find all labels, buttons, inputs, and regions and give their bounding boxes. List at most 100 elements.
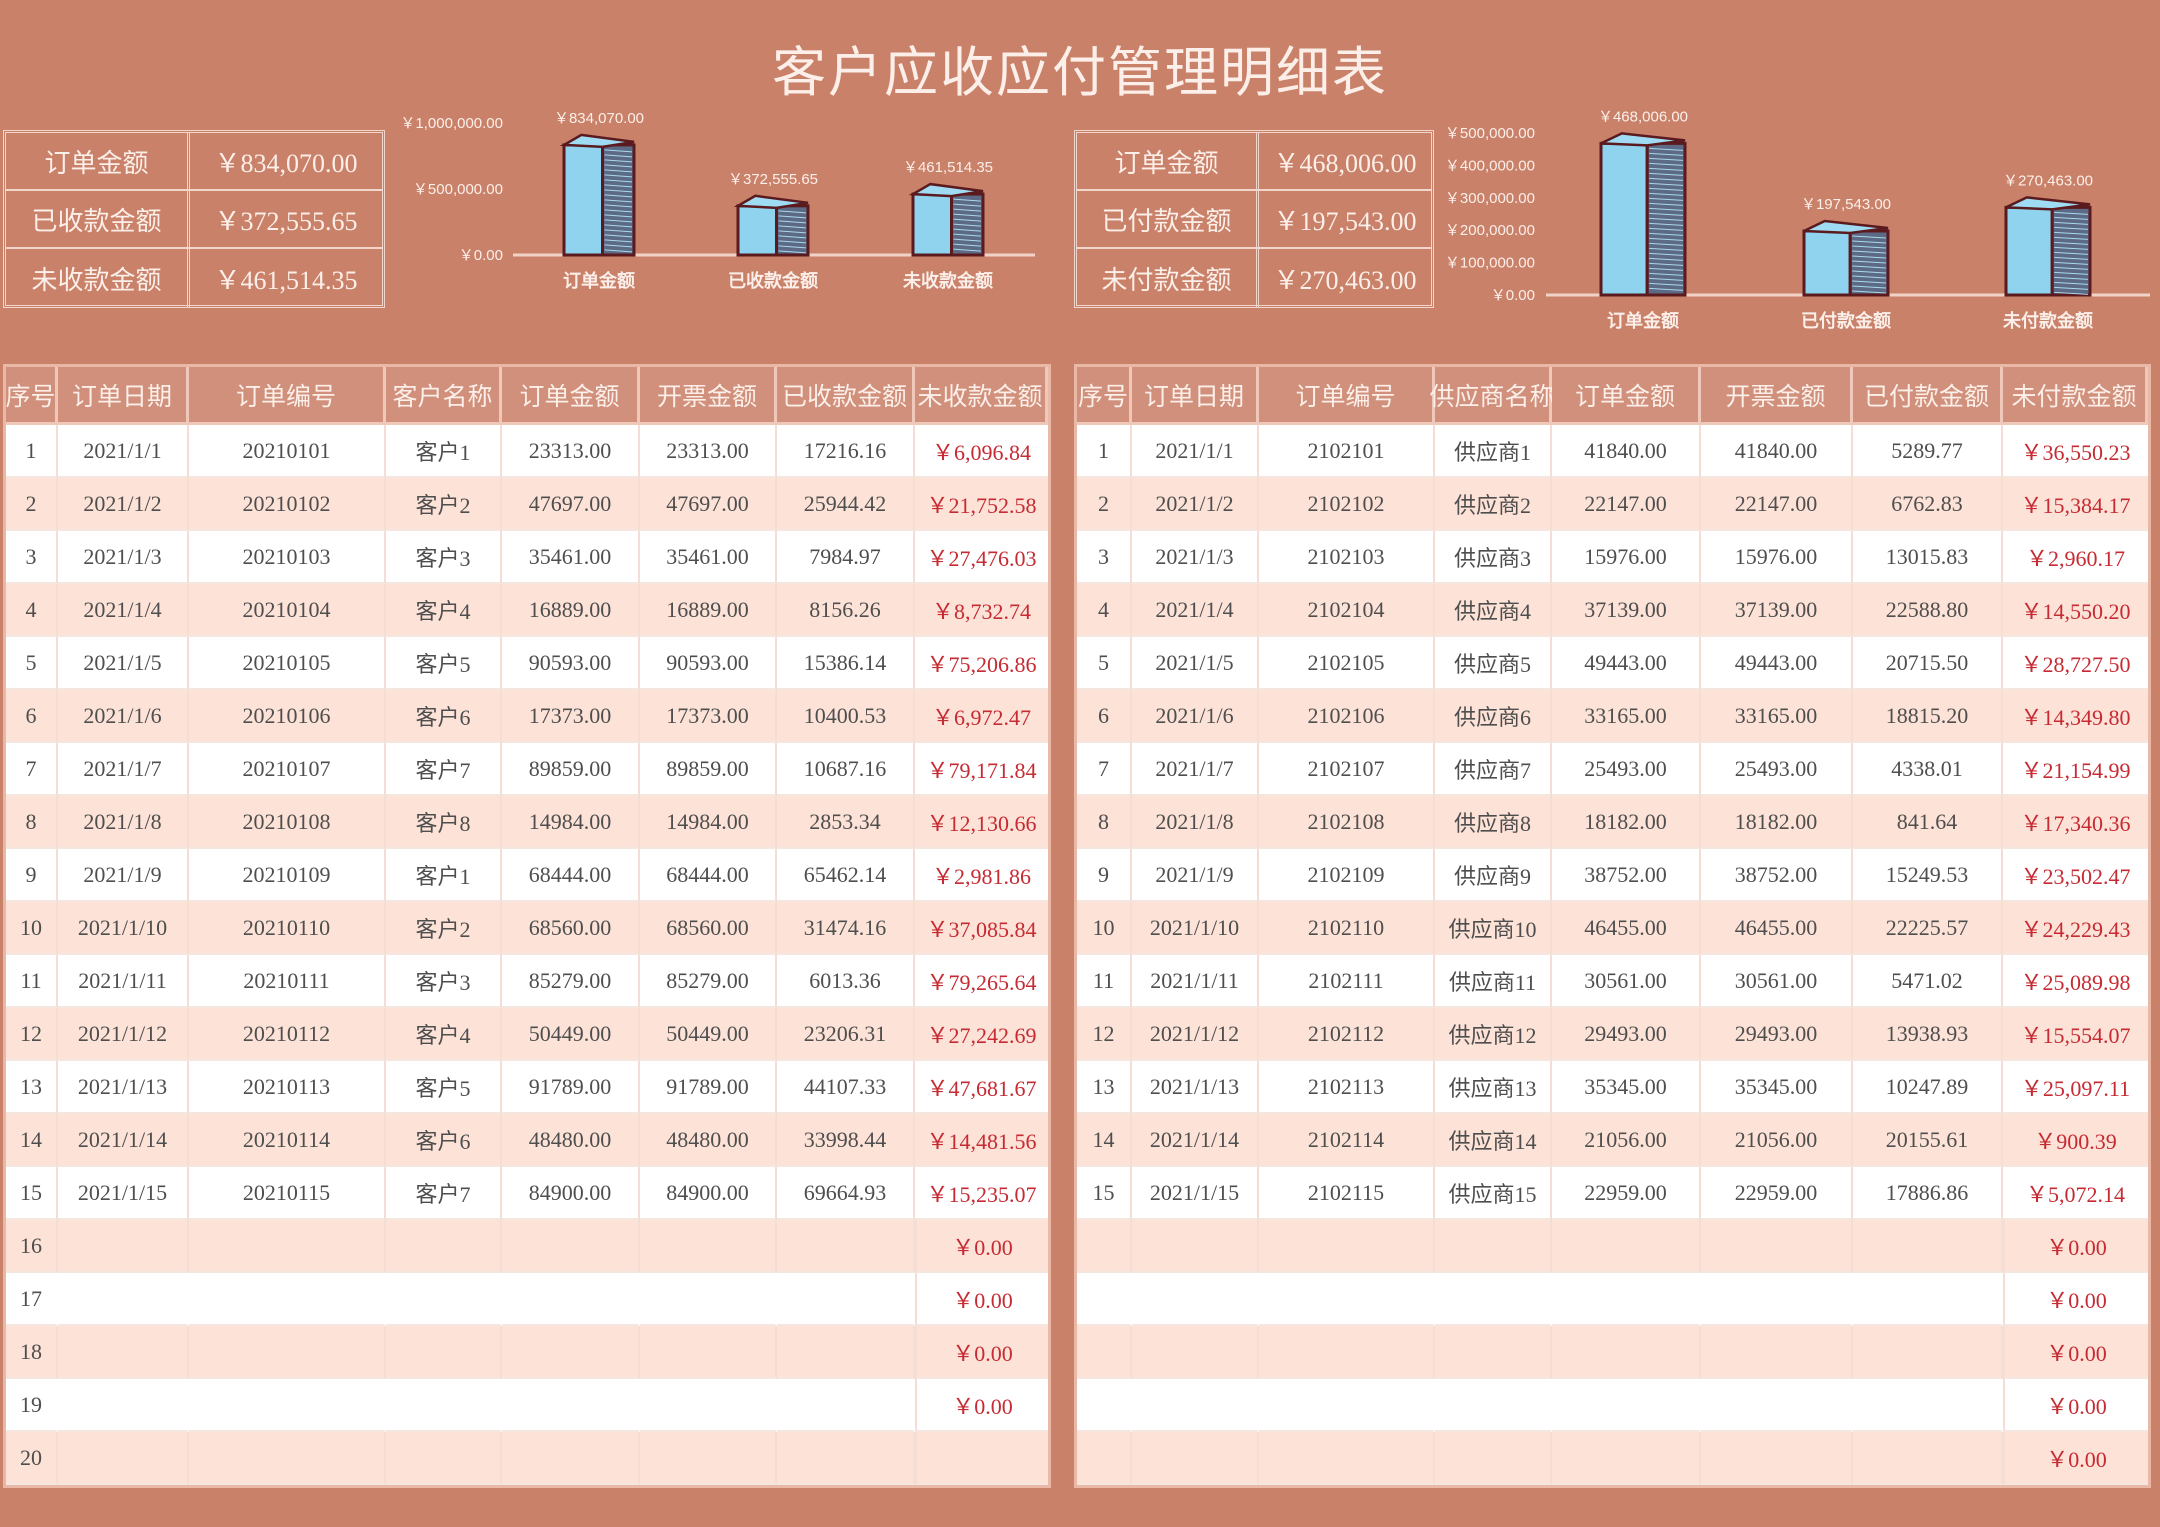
table-cell[interactable]	[189, 1273, 386, 1326]
table-cell[interactable]: 15	[6, 1167, 58, 1220]
table-cell[interactable]: 13	[6, 1061, 58, 1114]
table-cell[interactable]: 9	[1077, 849, 1132, 902]
table-cell[interactable]: 85279.00	[640, 955, 777, 1008]
table-cell[interactable]: 41840.00	[1701, 425, 1853, 478]
table-cell[interactable]	[58, 1220, 189, 1273]
table-cell[interactable]: ￥25,089.98	[2003, 955, 2148, 1008]
table-cell[interactable]: 2021/1/10	[1132, 902, 1259, 955]
table-cell[interactable]: 23313.00	[502, 425, 640, 478]
table-cell[interactable]	[777, 1379, 915, 1432]
table-cell[interactable]: 15	[1077, 1167, 1132, 1220]
table-cell[interactable]: 2102103	[1259, 531, 1435, 584]
table-cell[interactable]: 11	[1077, 955, 1132, 1008]
table-cell[interactable]: ￥0.00	[915, 1273, 1048, 1326]
table-cell[interactable]: 客户3	[386, 531, 502, 584]
table-cell[interactable]	[1077, 1432, 1132, 1485]
table-cell[interactable]: ￥0.00	[2003, 1273, 2148, 1326]
table-cell[interactable]: 2102107	[1259, 743, 1435, 796]
table-cell[interactable]: ￥0.00	[915, 1326, 1048, 1379]
table-cell[interactable]	[1701, 1432, 1853, 1485]
column-header[interactable]: 序号	[6, 367, 58, 425]
table-cell[interactable]: 2021/1/15	[1132, 1167, 1259, 1220]
table-cell[interactable]: ￥17,340.36	[2003, 796, 2148, 849]
column-header[interactable]: 订单日期	[1132, 367, 1259, 425]
table-cell[interactable]	[1435, 1273, 1552, 1326]
table-cell[interactable]	[1259, 1432, 1435, 1485]
table-cell[interactable]: 20210105	[189, 637, 386, 690]
table-cell[interactable]	[1853, 1432, 2003, 1485]
table-cell[interactable]: 供应商3	[1435, 531, 1552, 584]
table-cell[interactable]: ￥6,972.47	[915, 690, 1048, 743]
table-cell[interactable]	[640, 1326, 777, 1379]
table-cell[interactable]: 46455.00	[1701, 902, 1853, 955]
table-cell[interactable]	[1701, 1379, 1853, 1432]
table-cell[interactable]: 供应商9	[1435, 849, 1552, 902]
table-cell[interactable]	[502, 1220, 640, 1273]
table-cell[interactable]: 20210103	[189, 531, 386, 584]
column-header[interactable]: 已付款金额	[1853, 367, 2003, 425]
column-header[interactable]: 订单日期	[58, 367, 189, 425]
table-cell[interactable]: 2102110	[1259, 902, 1435, 955]
table-cell[interactable]: 35345.00	[1552, 1061, 1701, 1114]
table-cell[interactable]: 46455.00	[1552, 902, 1701, 955]
table-cell[interactable]: 29493.00	[1701, 1008, 1853, 1061]
table-cell[interactable]	[189, 1326, 386, 1379]
table-cell[interactable]: 65462.14	[777, 849, 915, 902]
table-cell[interactable]: ￥75,206.86	[915, 637, 1048, 690]
table-cell[interactable]: 2021/1/13	[58, 1061, 189, 1114]
table-cell[interactable]	[386, 1326, 502, 1379]
table-cell[interactable]: ￥900.39	[2003, 1114, 2148, 1167]
table-cell[interactable]: 20210104	[189, 584, 386, 637]
table-cell[interactable]: 22147.00	[1701, 478, 1853, 531]
table-cell[interactable]: 13	[1077, 1061, 1132, 1114]
table-cell[interactable]: 2021/1/7	[1132, 743, 1259, 796]
column-header[interactable]: 订单金额	[502, 367, 640, 425]
table-cell[interactable]: 35345.00	[1701, 1061, 1853, 1114]
table-cell[interactable]: 2021/1/8	[1132, 796, 1259, 849]
table-cell[interactable]: ￥47,681.67	[915, 1061, 1048, 1114]
table-cell[interactable]: 21056.00	[1552, 1114, 1701, 1167]
table-cell[interactable]: 14	[6, 1114, 58, 1167]
table-cell[interactable]: 供应商11	[1435, 955, 1552, 1008]
table-cell[interactable]: 15976.00	[1701, 531, 1853, 584]
table-cell[interactable]: 91789.00	[502, 1061, 640, 1114]
column-header[interactable]: 开票金额	[640, 367, 777, 425]
table-cell[interactable]: ￥27,242.69	[915, 1008, 1048, 1061]
column-header[interactable]: 订单金额	[1552, 367, 1701, 425]
table-cell[interactable]	[915, 1432, 1048, 1485]
table-cell[interactable]: 2021/1/1	[1132, 425, 1259, 478]
table-cell[interactable]: 10400.53	[777, 690, 915, 743]
table-cell[interactable]	[1701, 1326, 1853, 1379]
table-cell[interactable]	[386, 1273, 502, 1326]
table-cell[interactable]: 2021/1/13	[1132, 1061, 1259, 1114]
table-cell[interactable]: 供应商5	[1435, 637, 1552, 690]
table-cell[interactable]: 客户7	[386, 743, 502, 796]
table-cell[interactable]: 68444.00	[640, 849, 777, 902]
table-cell[interactable]	[1259, 1273, 1435, 1326]
table-cell[interactable]: 35461.00	[640, 531, 777, 584]
table-cell[interactable]: 19	[6, 1379, 58, 1432]
table-cell[interactable]: 客户7	[386, 1167, 502, 1220]
table-cell[interactable]	[1552, 1273, 1701, 1326]
table-cell[interactable]: 49443.00	[1701, 637, 1853, 690]
table-cell[interactable]	[1552, 1379, 1701, 1432]
table-cell[interactable]: 7	[1077, 743, 1132, 796]
table-cell[interactable]	[777, 1326, 915, 1379]
table-cell[interactable]: 2021/1/8	[58, 796, 189, 849]
table-cell[interactable]	[502, 1432, 640, 1485]
table-cell[interactable]: 客户4	[386, 1008, 502, 1061]
table-cell[interactable]	[1853, 1379, 2003, 1432]
table-cell[interactable]: 68444.00	[502, 849, 640, 902]
table-cell[interactable]: 20155.61	[1853, 1114, 2003, 1167]
table-cell[interactable]: 客户6	[386, 690, 502, 743]
table-cell[interactable]: 20210101	[189, 425, 386, 478]
table-cell[interactable]: ￥0.00	[2003, 1379, 2148, 1432]
table-cell[interactable]: 3	[6, 531, 58, 584]
table-cell[interactable]: 47697.00	[502, 478, 640, 531]
table-cell[interactable]: 供应商15	[1435, 1167, 1552, 1220]
table-cell[interactable]	[502, 1273, 640, 1326]
table-cell[interactable]: 16	[6, 1220, 58, 1273]
table-cell[interactable]: 客户5	[386, 637, 502, 690]
table-cell[interactable]: 2021/1/5	[1132, 637, 1259, 690]
table-cell[interactable]: 23206.31	[777, 1008, 915, 1061]
